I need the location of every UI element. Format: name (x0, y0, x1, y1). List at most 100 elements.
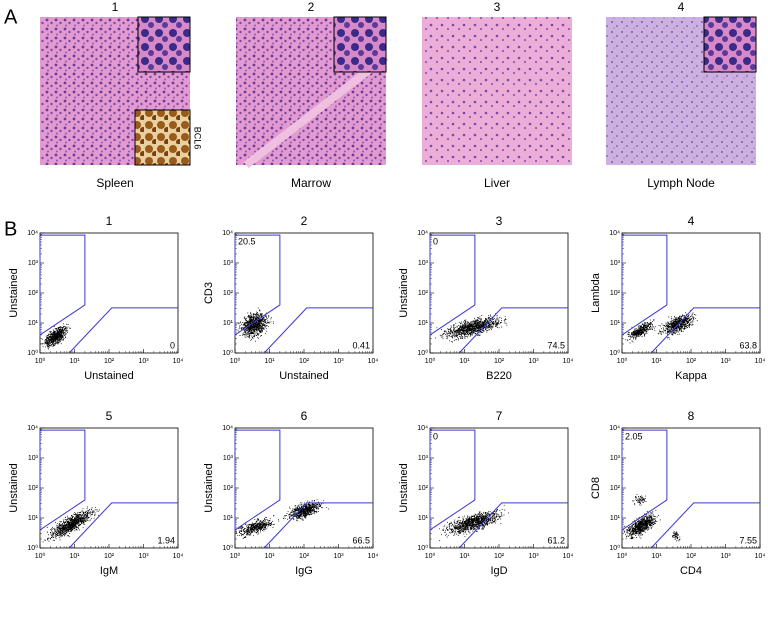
y-tick-label: 10³ (223, 455, 234, 462)
panel-label: A (4, 6, 18, 28)
gate (263, 502, 373, 549)
y-tick-label: 10⁰ (222, 544, 233, 552)
gate-percent: 0 (170, 340, 175, 350)
x-tick-label: 10² (494, 553, 505, 560)
y-tick-label: 10³ (418, 260, 429, 267)
gate (458, 502, 568, 549)
y-tick-label: 10⁰ (609, 349, 620, 357)
image-caption: Liver (484, 176, 510, 190)
inset-label: BCL6 (193, 127, 203, 150)
x-axis-label: B220 (486, 370, 512, 382)
gate (68, 502, 178, 549)
x-axis-label: Unstained (84, 370, 134, 382)
x-tick-label: 10² (494, 358, 505, 365)
x-tick-label: 10¹ (69, 358, 80, 365)
y-tick-label: 10⁰ (417, 349, 428, 357)
y-tick-label: 10² (418, 290, 429, 297)
y-tick-label: 10⁰ (417, 544, 428, 552)
gate-percent: 7.55 (739, 535, 757, 545)
gate (68, 307, 178, 354)
x-tick-label: 10³ (528, 553, 539, 560)
x-tick-label: 10⁴ (173, 553, 184, 560)
y-tick-label: 10² (610, 485, 621, 492)
y-tick-label: 10¹ (610, 320, 621, 327)
y-tick-label: 10² (28, 485, 39, 492)
x-tick-label: 10⁰ (617, 357, 628, 365)
gate-percent: 74.5 (547, 340, 565, 350)
plot-number: 5 (106, 409, 113, 423)
gate-percent: 63.8 (739, 340, 757, 350)
event-dots (439, 504, 509, 542)
y-tick-label: 10³ (418, 455, 429, 462)
x-tick-label: 10² (686, 358, 697, 365)
x-tick-label: 10⁰ (617, 552, 628, 560)
y-tick-label: 10⁰ (27, 349, 38, 357)
x-tick-label: 10³ (138, 553, 149, 560)
plot-frame (621, 232, 761, 354)
x-tick-label: 10³ (138, 358, 149, 365)
x-tick-label: 10¹ (459, 358, 470, 365)
x-axis-label: IgG (295, 565, 313, 577)
y-tick-label: 10³ (610, 260, 621, 267)
x-tick-label: 10² (299, 553, 310, 560)
y-tick-label: 10¹ (418, 515, 429, 522)
x-tick-label: 10⁴ (563, 553, 574, 560)
plot-number: 7 (496, 409, 503, 423)
x-tick-label: 10⁰ (230, 357, 241, 365)
gate (650, 502, 760, 549)
plot-number: 2 (301, 214, 308, 228)
x-tick-label: 10³ (720, 358, 731, 365)
x-tick-label: 10³ (333, 553, 344, 560)
inset (703, 16, 757, 73)
y-tick-label: 10² (28, 290, 39, 297)
image-number: 4 (678, 0, 685, 14)
minor-ticks (622, 234, 759, 353)
x-tick-label: 10³ (333, 358, 344, 365)
x-tick-label: 10³ (528, 358, 539, 365)
image-number: 3 (494, 0, 501, 14)
y-tick-label: 10² (610, 290, 621, 297)
y-tick-label: 10³ (223, 260, 234, 267)
x-tick-label: 10² (299, 358, 310, 365)
x-tick-label: 10⁰ (230, 552, 241, 560)
x-tick-label: 10⁰ (35, 357, 46, 365)
y-tick-label: 10⁰ (609, 544, 620, 552)
y-tick-label: 10¹ (28, 320, 39, 327)
event-dots (235, 499, 329, 540)
x-tick-label: 10⁰ (35, 552, 46, 560)
gate (621, 429, 668, 531)
minor-ticks (430, 234, 567, 353)
x-axis-label: Unstained (279, 370, 329, 382)
gate-percent: 2.05 (625, 431, 643, 441)
x-tick-label: 10¹ (459, 553, 470, 560)
y-axis-label: Unstained (8, 463, 20, 513)
y-tick-label: 10⁴ (27, 425, 38, 432)
x-axis-label: Kappa (675, 370, 708, 382)
y-tick-label: 10⁴ (222, 425, 233, 432)
minor-ticks (622, 429, 759, 548)
x-tick-label: 10¹ (264, 553, 275, 560)
image-number: 1 (112, 0, 119, 14)
gate-percent: 0 (433, 236, 438, 246)
image-caption: Spleen (96, 176, 133, 190)
y-tick-label: 10⁴ (417, 230, 428, 237)
x-tick-label: 10¹ (69, 553, 80, 560)
plot-frame (234, 427, 374, 549)
minor-ticks (40, 429, 177, 548)
y-tick-label: 10¹ (418, 320, 429, 327)
event-dots (435, 313, 508, 343)
x-tick-label: 10⁴ (368, 553, 379, 560)
x-tick-label: 10³ (720, 553, 731, 560)
y-tick-label: 10⁴ (222, 230, 233, 237)
y-tick-label: 10¹ (28, 515, 39, 522)
y-tick-label: 10³ (28, 260, 39, 267)
plot-frame (429, 232, 569, 354)
y-axis-label: Unstained (398, 463, 410, 513)
x-tick-label: 10¹ (264, 358, 275, 365)
y-axis-label: Unstained (8, 268, 20, 318)
x-tick-label: 10⁴ (173, 358, 184, 365)
y-tick-label: 10¹ (223, 320, 234, 327)
x-axis-label: IgM (100, 565, 118, 577)
x-tick-label: 10² (104, 553, 115, 560)
gate (429, 234, 476, 336)
